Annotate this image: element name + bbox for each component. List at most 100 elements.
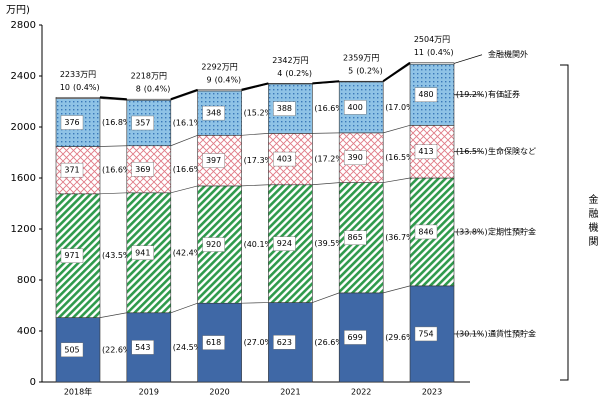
value-label: 11 (414, 48, 424, 57)
value-label: 371 (64, 166, 79, 175)
connector-line (99, 192, 127, 195)
share-label: (0.2%) (356, 67, 383, 76)
value-label-box (273, 236, 296, 251)
value-label-box (344, 230, 367, 245)
share-label: (43.5%) (102, 251, 134, 260)
share-label: (0.4%) (215, 75, 242, 84)
share-label: (0.2%) (285, 69, 312, 78)
total-label: 2292万円 (201, 62, 237, 71)
bracket-label: 金融機関 (586, 193, 598, 250)
share-label: (17.0%) (385, 103, 417, 112)
share-label: (0.4%) (144, 85, 171, 94)
x-tick-label: 2018年 (64, 387, 92, 397)
share-label: (0.4%) (73, 83, 100, 92)
connector-line (170, 302, 198, 314)
share-label: (16.6%) (173, 165, 205, 174)
value-label: 5 (348, 67, 353, 76)
value-label: 543 (135, 343, 150, 352)
connector-line (241, 133, 269, 136)
connector-line (99, 145, 127, 147)
x-tick-label: 2019 (139, 388, 159, 397)
value-label-box (131, 245, 155, 260)
value-label: 699 (348, 333, 363, 342)
value-label: 376 (64, 118, 79, 127)
y-axis-title: 万円) (6, 5, 30, 16)
share-label: (16.6%) (102, 166, 134, 175)
value-label: 9 (207, 75, 212, 84)
connector-line (170, 134, 198, 147)
bar-segment (197, 89, 242, 92)
value-label: 348 (206, 109, 221, 118)
legend-label: 生命保険など (488, 146, 536, 156)
value-label-box (131, 340, 155, 355)
value-label-box (344, 150, 367, 165)
total-line (170, 88, 198, 101)
value-label-box (60, 162, 84, 178)
total-line (241, 82, 269, 91)
value-label-box (273, 101, 296, 116)
value-label: 941 (135, 248, 150, 257)
value-label: 369 (135, 165, 150, 174)
legend-label: 通貨性預貯金 (488, 328, 536, 338)
value-label: 397 (206, 156, 221, 165)
value-label-box (414, 326, 438, 342)
value-label: 865 (348, 233, 363, 242)
y-tick-label: 0 (30, 377, 36, 388)
legend-label: 定期性預貯金 (488, 226, 536, 236)
value-label-box (202, 105, 225, 121)
value-label: 10 (60, 83, 70, 92)
bar-segment (126, 98, 172, 101)
connector-line (383, 285, 411, 294)
y-tick-label: 2000 (11, 122, 36, 133)
x-tick-label: 2023 (422, 388, 442, 397)
share-label: (26.6%) (314, 338, 346, 347)
value-label-box (344, 330, 367, 345)
connector-line (241, 302, 269, 304)
y-tick-label: 800 (17, 275, 36, 286)
x-tick-label: 2022 (351, 388, 371, 397)
share-label: (22.6%) (102, 345, 134, 354)
share-label: (17.2%) (314, 155, 346, 164)
total-label: 2342万円 (272, 56, 308, 65)
connector-line (99, 312, 127, 318)
value-label: 413 (418, 147, 433, 156)
share-label: (15.2%) (244, 109, 276, 118)
connector-line (312, 182, 340, 186)
value-label: 480 (418, 90, 433, 99)
value-label: 388 (277, 104, 292, 113)
total-label: 2233万円 (60, 70, 96, 79)
total-label: 2359万円 (343, 54, 379, 63)
total-label: 2218万円 (131, 72, 167, 81)
value-label-box (202, 237, 225, 252)
connector-line (383, 177, 411, 183)
y-tick-label: 2400 (11, 71, 36, 82)
x-tick-label: 2020 (209, 388, 229, 397)
value-label-box (202, 335, 225, 350)
bracket (560, 64, 569, 381)
value-label-box (273, 335, 296, 350)
value-label-box (414, 224, 438, 240)
value-label-box (131, 115, 155, 131)
y-tick-label: 400 (17, 326, 36, 337)
bar-segment (338, 80, 384, 83)
total-line (99, 96, 127, 101)
share-label: (0.4%) (427, 48, 454, 57)
value-label-box (60, 248, 84, 263)
total-label: 2504万円 (414, 35, 450, 44)
value-label: 920 (206, 240, 221, 249)
share-label: (16.5%) (385, 153, 417, 162)
connector-line (312, 292, 340, 303)
share-label: (17.3%) (244, 156, 276, 165)
connector-line (170, 185, 198, 194)
share-label: (40.1%) (244, 240, 276, 249)
y-tick-label: 2800 (11, 20, 36, 31)
value-label: 623 (277, 338, 292, 347)
value-label: 390 (348, 153, 363, 162)
value-label: 846 (418, 227, 433, 236)
share-label: (29.6%) (385, 333, 417, 342)
value-label-box (414, 87, 438, 102)
total-line (312, 80, 340, 85)
value-label-box (60, 115, 84, 130)
value-label: 618 (206, 338, 221, 347)
